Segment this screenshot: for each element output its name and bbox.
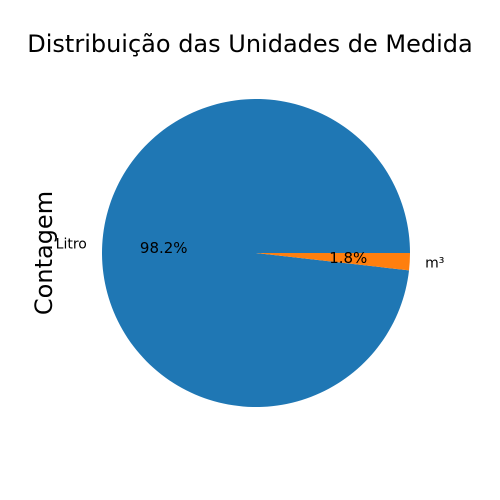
pie-slices xyxy=(101,99,410,408)
pie-slice-2 xyxy=(256,253,410,271)
chart-title: Distribuição das Unidades de Medida xyxy=(27,30,472,58)
category-label-2: m³ xyxy=(425,256,444,272)
y-axis-label: Contagem xyxy=(30,191,58,315)
pie-labels: Litro 98.2% m³ 1.8% xyxy=(56,236,445,271)
percent-label-1: 98.2% xyxy=(140,239,188,257)
pie-slice-1 xyxy=(101,99,410,408)
category-label-1: Litro xyxy=(56,236,87,252)
percent-label-2: 1.8% xyxy=(329,249,367,267)
